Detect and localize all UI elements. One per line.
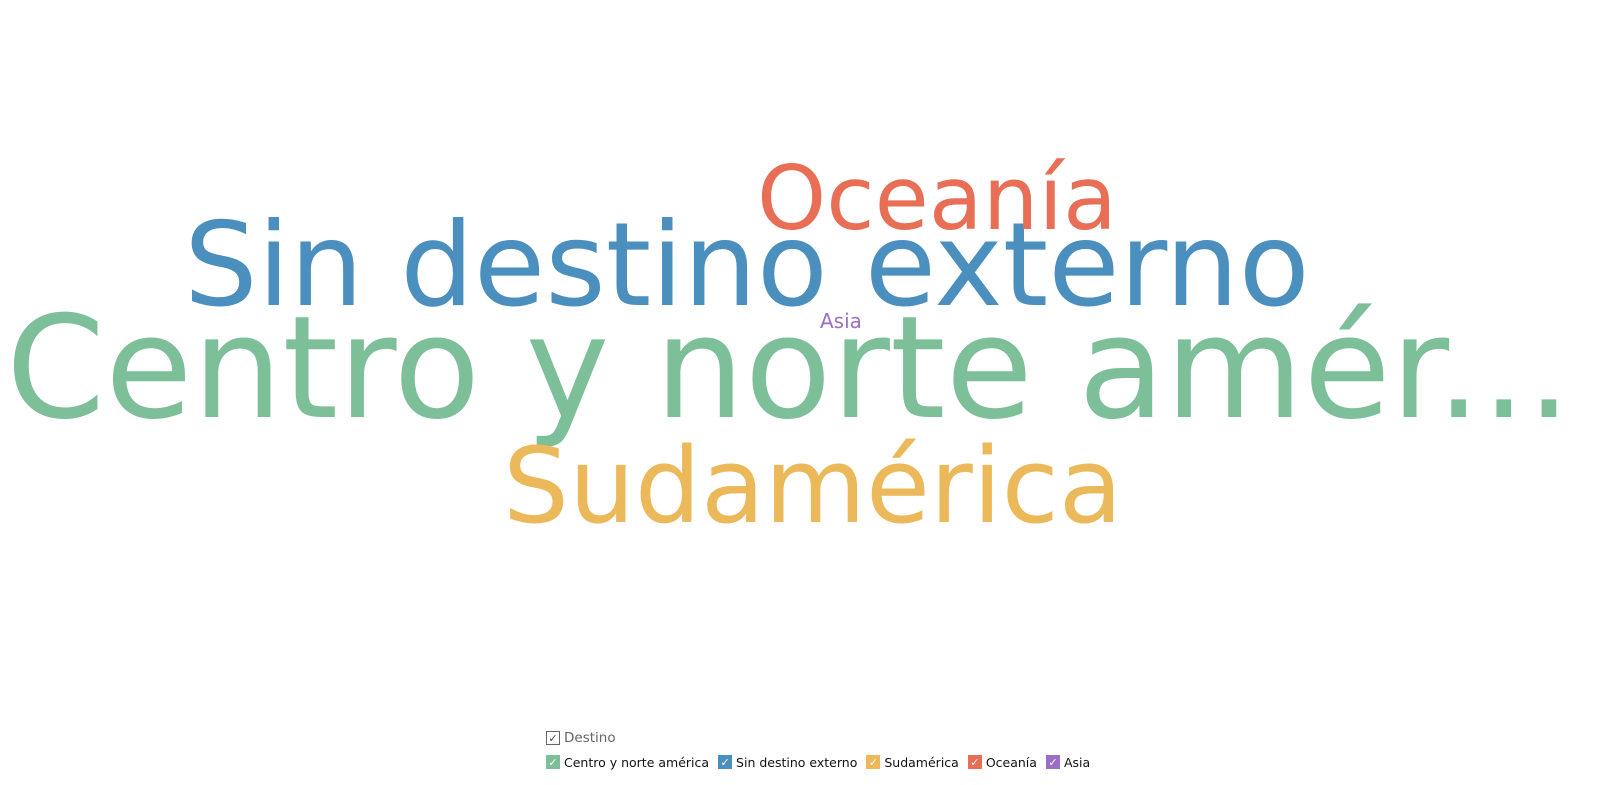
legend-item-label: Centro y norte américa — [564, 754, 710, 770]
legend-item-label: Asia — [1063, 754, 1091, 770]
legend-toggle-all-check-icon[interactable]: ✓ — [546, 731, 560, 745]
word-asia[interactable]: Asia — [820, 309, 862, 333]
word-sin-destino-externo[interactable]: Sin destino externo — [184, 198, 1310, 333]
legend-item-label: Sin destino externo — [736, 754, 858, 770]
legend-item-label: Oceanía — [985, 754, 1037, 770]
check-icon[interactable]: ✓ — [866, 755, 881, 769]
legend-item-oceania[interactable]: ✓ Oceanía — [967, 754, 1037, 770]
check-icon[interactable]: ✓ — [718, 755, 733, 769]
word-cloud: Centro y norte amér... Sin destino extern… — [6, 147, 1572, 547]
legend-item-sin-destino-externo[interactable]: ✓ Sin destino externo — [718, 755, 857, 770]
check-icon[interactable]: ✓ — [1045, 755, 1060, 769]
legend-item-label: Sudamérica — [884, 754, 959, 770]
legend-title: Destino — [564, 730, 616, 746]
word-centro-y-norte-america[interactable]: Centro y norte amér... — [6, 286, 1572, 451]
check-icon[interactable]: ✓ — [546, 755, 560, 769]
legend-item-sudamerica[interactable]: ✓ Sudamérica — [866, 754, 959, 770]
legend-header[interactable]: ✓ Destino — [546, 728, 1099, 748]
check-icon[interactable]: ✓ — [967, 755, 982, 769]
word-sudamerica[interactable]: Sudamérica — [503, 425, 1123, 547]
legend-item-asia[interactable]: ✓ Asia — [1045, 754, 1091, 770]
legend-item-centro-y-norte-america[interactable]: ✓ Centro y norte américa — [546, 755, 709, 770]
legend: ✓ Destino ✓ Centro y norte américa ✓ Sin de… — [546, 728, 1099, 772]
legend-items: ✓ Centro y norte américa ✓ Sin destino exte… — [546, 752, 1099, 772]
word-oceania[interactable]: Oceanía — [757, 147, 1117, 250]
